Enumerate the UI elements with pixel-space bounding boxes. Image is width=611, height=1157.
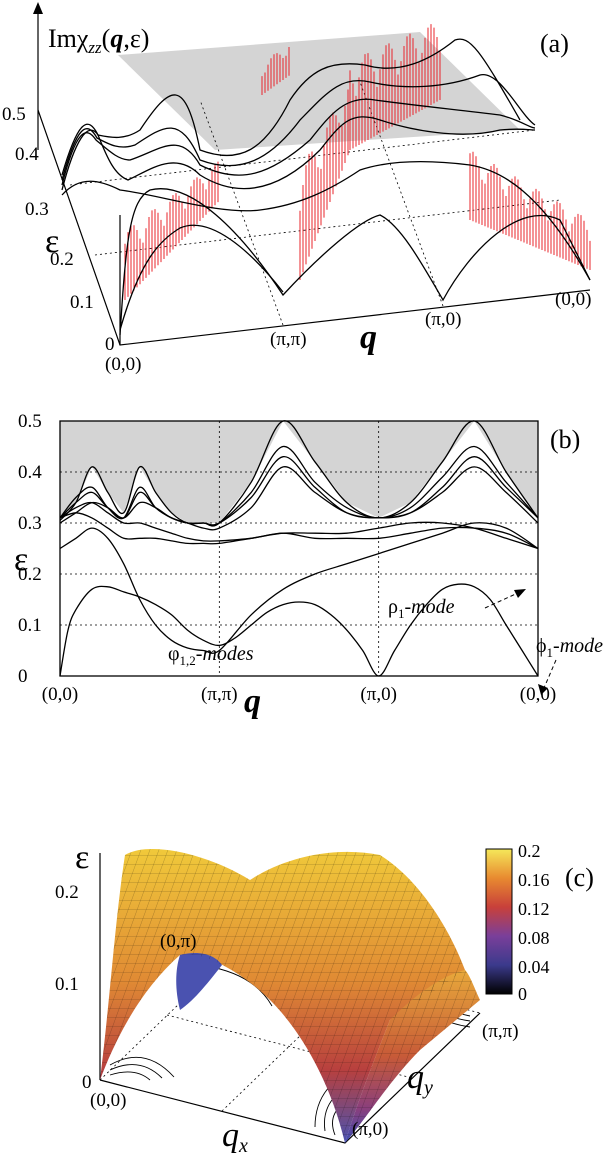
panel-a-z-arrow [33,2,43,14]
panel-b-rho-annotation: ρ1-mode [388,596,455,621]
panel-a-ytick-04: 0.4 [15,144,39,165]
panel-b-curves [59,420,539,677]
panel-c-colorbar [485,848,513,995]
panel-c-ztick-0: 0 [82,1072,92,1093]
panel-b-varphi-annotation: φ1,2-modes [168,643,254,668]
panel-b-continuum [60,421,538,523]
panel-c-label: (c) [565,863,594,892]
panel-c-colorbar-ticks: 0.2 0.16 0.12 0.08 0.04 0 [518,841,550,1004]
panel-b-series-line-1 [59,456,539,526]
panel-a-xtick-pi0: (π,0) [425,309,462,330]
panel-a-xtick-00-end: (0,0) [555,289,591,310]
panel-c-ztick-02: 0.2 [55,882,79,903]
panel-b-epsilon-label: ε [14,541,28,578]
panel-b-ytick: 0.4 [18,462,42,483]
svg-text:0.12: 0.12 [518,899,550,919]
panel-c-surface [100,849,480,1143]
svg-text:0: 0 [518,984,527,1004]
panel-b-phi-arrow [543,659,557,689]
panel-b-phi-annotation: ϕ1-mode [536,635,603,660]
panel-a-xtick-00: (0,0) [105,354,141,375]
panel-b-phi-arrowhead [538,684,548,695]
panel-b-xtick: (π,π) [201,684,238,705]
panel-b-ytick: 0.5 [18,411,42,432]
svg-text:0.2: 0.2 [518,841,541,861]
panel-c-corner-0pi: (0,π) [160,931,197,952]
panel-c-qy-label: qy [407,1059,433,1099]
svg-text:0.04: 0.04 [518,957,550,977]
panel-c-corner-pipi: (π,π) [482,1021,519,1042]
panel-b-ytick: 0 [18,666,28,687]
panel-a-ytick-0: 0 [105,334,115,355]
svg-text:0.16: 0.16 [518,870,550,890]
panel-b-series-line-6 [59,583,539,677]
panel-a-ytick-03: 0.3 [25,199,49,220]
panel-c-epsilon-label: ε [75,839,89,876]
panel-b-series-line-4 [59,522,539,654]
panel-b-xtick: (0,0) [520,684,556,705]
panel-a: Imχzz(q,ε) (a) ε q 0.5 0.4 0.3 0.2 0.1 0… [2,2,591,375]
panel-c: 0.2 0.16 0.12 0.08 0.04 0 (c) ε 0.2 0.1 … [55,839,594,1157]
panel-b-series-line-5 [59,512,539,550]
panel-a-q-label: q [360,319,377,356]
panel-a-xtick-pipi: (π,π) [270,329,307,350]
panel-b-yticks: 0 0.1 0.2 0.3 0.4 0.5 [18,411,42,687]
panel-a-ytick-05: 0.5 [2,104,26,125]
panel-a-base-frame [37,109,591,346]
panel-a-spectral-spikes [124,24,591,300]
panel-b-q-label: q [244,683,261,720]
panel-c-qx-label: qx [222,1117,248,1157]
svg-text:0.08: 0.08 [518,928,550,948]
panel-c-ztick-01: 0.1 [55,974,79,995]
panel-b-xtick: (π,0) [360,684,397,705]
panel-a-ytick-02: 0.2 [50,249,74,270]
panel-b-ytick: 0.2 [18,564,42,585]
panel-c-corner-00: (0,0) [90,1090,126,1111]
panel-b-series-line-2 [59,466,539,531]
panel-a-ytick-01: 0.1 [70,292,94,313]
panel-b-label: (b) [550,425,580,454]
panel-a-label: (a) [540,29,569,58]
panel-a-title: Imχzz(q,ε) [48,24,149,57]
panel-b-ytick: 0.1 [18,615,42,636]
panel-a-dispersion-curves [61,38,591,336]
panel-b-ytick: 0.3 [18,513,42,534]
panel-a-epsilon-label: ε [45,223,59,260]
panel-c-corner-pi0: (π,0) [352,1119,389,1140]
panel-a-continuum-plane [118,32,520,150]
panel-b: 00.10.20.30.40.5 (0,0) (π,π) (π,0) (0,0) ε … [14,411,603,720]
panel-b-xtick: (0,0) [42,684,78,705]
panel-b-series-line-3 [59,501,539,550]
panel-b-rho-arrowhead [514,589,526,598]
panel-b-xticks: (0,0) (π,π) (π,0) (0,0) [42,684,556,705]
